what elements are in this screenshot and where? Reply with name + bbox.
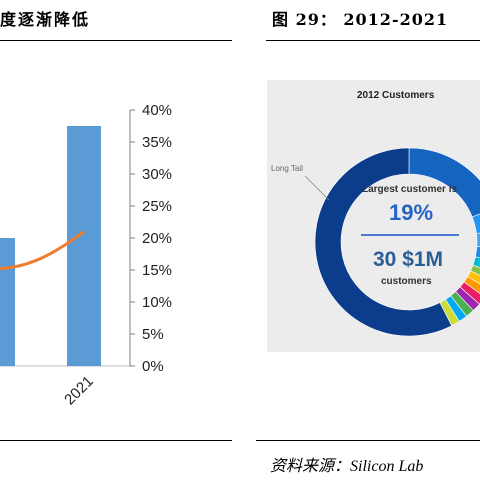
left-bottom-rule [0, 440, 232, 441]
donut-center-percent: 19% [389, 200, 434, 225]
donut-center-line1: Largest customer is [362, 184, 458, 195]
y-tick-label: 10% [142, 294, 172, 311]
donut-center-sub: customers [381, 276, 432, 287]
right-figure-title: 图 29： 2012-2021 [272, 10, 449, 29]
line-series [0, 230, 85, 270]
donut-center-count: 30 $1M [373, 248, 444, 271]
y-tick-label: 25% [142, 198, 172, 215]
donut-slice-0 [408, 147, 480, 218]
donut-panel: 2012 Customers Long Tail Largest custome… [267, 80, 480, 352]
source-note: 资料来源：Silicon Lab [270, 458, 424, 475]
bar-0 [0, 238, 15, 366]
x-tick-label: 2021 [61, 373, 97, 409]
long-tail-label: Long Tail [271, 164, 303, 173]
y-tick-label: 30% [142, 166, 172, 183]
donut-slice-13 [314, 147, 453, 337]
bar-1 [67, 126, 101, 366]
donut-title: 2012 Customers [357, 90, 435, 101]
left-bar-line-chart: 0% 5% 10% 15% 20% 25% 30% 35% 40% 2021 [0, 102, 172, 409]
long-tail-leader [304, 175, 330, 201]
y-tick-label: 15% [142, 262, 172, 279]
right-bottom-rule [256, 440, 480, 441]
left-figure-title: 度逐渐降低 [0, 10, 91, 29]
y-tick-label: 40% [142, 102, 172, 119]
donut-center-divider [361, 234, 459, 236]
y-tick-label: 35% [142, 134, 172, 151]
y-tick-label: 0% [142, 358, 164, 375]
left-top-rule [0, 40, 232, 41]
donut-chart [304, 147, 480, 337]
y-tick-label: 20% [142, 230, 172, 247]
y-tick-label: 5% [142, 326, 164, 343]
right-top-rule [266, 40, 480, 41]
